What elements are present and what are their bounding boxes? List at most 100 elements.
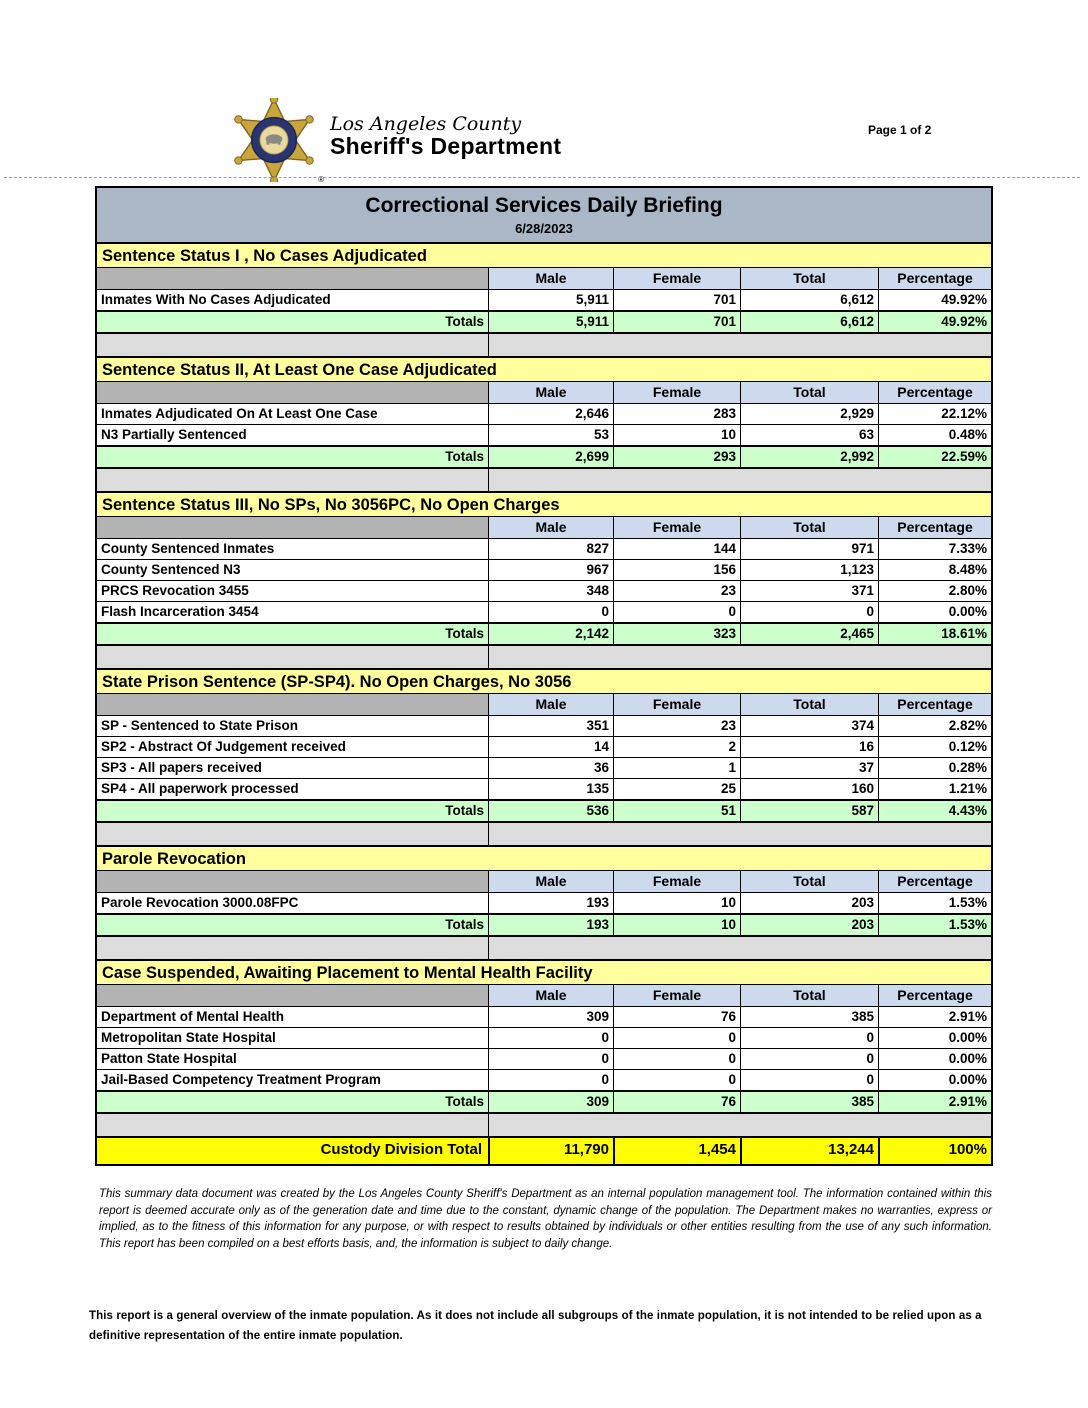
row-male-value: 967 [488,560,613,580]
masthead: ® Los Angeles County Sheriff's Departmen… [230,95,561,185]
table-row: Metropolitan State Hospital 0 0 0 0.00% [97,1027,991,1048]
row-percentage-value: 0.12% [878,737,991,757]
section-gap [97,823,991,845]
section-header: Case Suspended, Awaiting Placement to Me… [97,961,991,985]
disclaimer-text: This summary data document was created b… [99,1188,992,1250]
totals-label: Totals [97,312,488,332]
section-rows: SP - Sentenced to State Prison 351 23 37… [97,715,991,799]
report-section: Parole Revocation Male Female Total Perc… [97,845,991,937]
grand-total-female-value: 1,454 [613,1138,740,1164]
totals-label: Totals [97,1092,488,1112]
report-title: Correctional Services Daily Briefing [365,194,723,217]
column-header-male: Male [488,694,613,715]
column-header-spacer [97,382,488,403]
row-female-value: 23 [613,716,740,736]
row-total-value: 0 [740,602,878,622]
row-female-value: 701 [613,290,740,310]
report-section: Sentence Status III, No SPs, No 3056PC, … [97,491,991,646]
totals-female-value: 76 [613,1092,740,1112]
row-label: County Sentenced Inmates [97,539,488,559]
row-female-value: 23 [613,581,740,601]
table-row: Department of Mental Health 309 76 385 2… [97,1006,991,1027]
row-total-value: 0 [740,1028,878,1048]
department-wordmark: Los Angeles County Sheriff's Department [330,98,561,158]
totals-total-value: 2,465 [740,624,878,644]
row-female-value: 0 [613,1028,740,1048]
totals-female-value: 701 [613,312,740,332]
report-section: Sentence Status II, At Least One Case Ad… [97,356,991,469]
section-header: Sentence Status II, At Least One Case Ad… [97,358,991,382]
row-label: Parole Revocation 3000.08FPC [97,893,488,913]
totals-row: Totals 5,911 701 6,612 49.92% [97,310,991,332]
column-header-female: Female [613,268,740,289]
row-percentage-value: 0.00% [878,1028,991,1048]
report-table: Correctional Services Daily Briefing 6/2… [95,186,993,1166]
row-total-value: 2,929 [740,404,878,424]
column-header-spacer [97,517,488,538]
org-department-line: Sheriff's Department [330,133,562,159]
row-total-value: 374 [740,716,878,736]
row-female-value: 76 [613,1007,740,1027]
row-male-value: 53 [488,425,613,445]
row-percentage-value: 0.00% [878,1070,991,1090]
row-label: SP2 - Abstract Of Judgement received [97,737,488,757]
table-row: Flash Incarceration 3454 0 0 0 0.00% [97,601,991,622]
grand-total-percentage-value: 100% [878,1138,991,1164]
row-total-value: 0 [740,1049,878,1069]
table-row: Inmates With No Cases Adjudicated 5,911 … [97,289,991,310]
totals-male-value: 5,911 [488,312,613,332]
totals-total-value: 6,612 [740,312,878,332]
column-header-percentage: Percentage [878,517,991,538]
totals-label: Totals [97,447,488,467]
totals-female-value: 10 [613,915,740,935]
custody-division-total-row: Custody Division Total 11,790 1,454 13,2… [97,1136,991,1164]
report-date: 6/28/2023 [515,221,573,236]
row-male-value: 14 [488,737,613,757]
row-male-value: 827 [488,539,613,559]
section-gap [97,469,991,491]
row-female-value: 25 [613,779,740,799]
grand-total-total-value: 13,244 [740,1138,878,1164]
row-label: N3 Partially Sentenced [97,425,488,445]
sheriff-star-icon [234,95,314,185]
overview-note-text: This report is a general overview of the… [89,1310,982,1342]
row-percentage-value: 2.80% [878,581,991,601]
row-male-value: 0 [488,602,613,622]
row-male-value: 135 [488,779,613,799]
totals-label: Totals [97,915,488,935]
column-header-total: Total [740,382,878,403]
section-header: State Prison Sentence (SP-SP4). No Open … [97,670,991,694]
section-rows: Parole Revocation 3000.08FPC 193 10 203 … [97,892,991,913]
row-female-value: 0 [613,1070,740,1090]
totals-percentage-value: 18.61% [878,624,991,644]
totals-row: Totals 536 51 587 4.43% [97,799,991,821]
column-header-spacer [97,268,488,289]
row-female-value: 144 [613,539,740,559]
totals-total-value: 203 [740,915,878,935]
column-header-female: Female [613,871,740,892]
column-header-row: Male Female Total Percentage [97,985,991,1006]
column-header-total: Total [740,985,878,1006]
column-header-percentage: Percentage [878,382,991,403]
table-row: Parole Revocation 3000.08FPC 193 10 203 … [97,892,991,913]
column-header-spacer [97,985,488,1006]
row-male-value: 348 [488,581,613,601]
column-header-total: Total [740,268,878,289]
report-section: Sentence Status I , No Cases Adjudicated… [97,242,991,334]
table-row: SP4 - All paperwork processed 135 25 160… [97,778,991,799]
totals-percentage-value: 49.92% [878,312,991,332]
totals-row: Totals 309 76 385 2.91% [97,1090,991,1112]
page-break-dashed-line [4,177,1080,178]
section-gap [97,937,991,959]
column-header-row: Male Female Total Percentage [97,517,991,538]
totals-male-value: 536 [488,801,613,821]
row-label: Inmates With No Cases Adjudicated [97,290,488,310]
row-total-value: 1,123 [740,560,878,580]
section-rows: County Sentenced Inmates 827 144 971 7.3… [97,538,991,622]
table-row: SP3 - All papers received 36 1 37 0.28% [97,757,991,778]
column-header-total: Total [740,517,878,538]
registered-mark: ® [318,175,324,184]
row-percentage-value: 8.48% [878,560,991,580]
table-row: Jail-Based Competency Treatment Program … [97,1069,991,1090]
row-percentage-value: 0.00% [878,602,991,622]
